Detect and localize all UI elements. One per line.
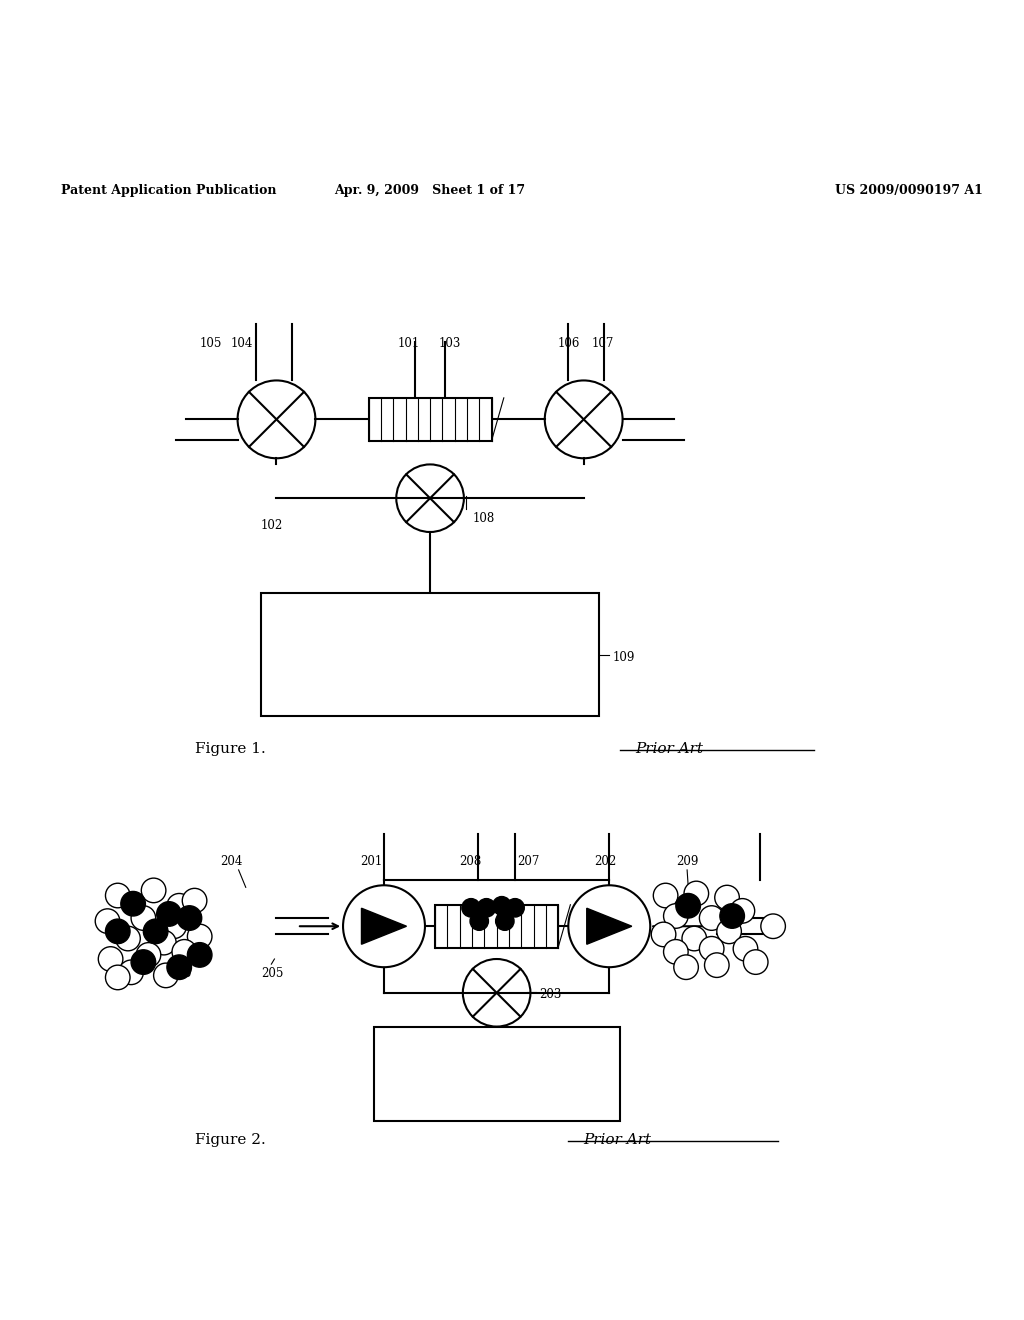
Text: Figure 2.: Figure 2.: [195, 1133, 265, 1147]
Circle shape: [167, 894, 191, 917]
Circle shape: [664, 940, 688, 964]
Circle shape: [676, 894, 700, 917]
Text: 102: 102: [261, 519, 284, 532]
Text: 105: 105: [200, 337, 222, 350]
Text: 205: 205: [261, 968, 284, 981]
Circle shape: [136, 942, 161, 968]
Circle shape: [761, 913, 785, 939]
Circle shape: [162, 913, 186, 939]
Circle shape: [141, 878, 166, 903]
Text: 204: 204: [220, 855, 243, 867]
Text: Prior Art: Prior Art: [584, 1133, 651, 1147]
Bar: [369, 397, 492, 441]
Circle shape: [682, 927, 707, 950]
Circle shape: [105, 965, 130, 990]
Circle shape: [470, 912, 488, 931]
Circle shape: [705, 953, 729, 977]
Circle shape: [187, 924, 212, 949]
Circle shape: [493, 896, 511, 915]
Circle shape: [95, 909, 120, 933]
Text: Prior Art: Prior Art: [635, 742, 702, 756]
Circle shape: [477, 899, 496, 917]
Text: US 2009/0090197 A1: US 2009/0090197 A1: [836, 183, 983, 197]
Polygon shape: [361, 908, 407, 944]
Circle shape: [343, 886, 425, 968]
Text: 101: 101: [397, 337, 420, 350]
Circle shape: [730, 899, 755, 923]
Circle shape: [154, 964, 178, 987]
Circle shape: [568, 886, 650, 968]
Circle shape: [131, 906, 156, 931]
Circle shape: [699, 906, 724, 931]
Text: 206: 206: [169, 968, 191, 981]
Circle shape: [733, 936, 758, 961]
Circle shape: [177, 906, 202, 931]
Text: 103: 103: [438, 337, 461, 350]
Circle shape: [715, 886, 739, 909]
Circle shape: [182, 888, 207, 913]
Circle shape: [131, 950, 156, 974]
Circle shape: [167, 954, 191, 979]
Text: Apr. 9, 2009   Sheet 1 of 17: Apr. 9, 2009 Sheet 1 of 17: [335, 183, 525, 197]
Text: 104: 104: [230, 337, 253, 350]
Text: Figure 1.: Figure 1.: [195, 742, 265, 756]
Circle shape: [143, 919, 168, 944]
Text: 106: 106: [558, 337, 581, 350]
Bar: [435, 904, 558, 948]
Circle shape: [674, 954, 698, 979]
Circle shape: [172, 940, 197, 964]
Text: 109: 109: [612, 652, 635, 664]
Text: 108: 108: [473, 512, 496, 524]
Circle shape: [743, 950, 768, 974]
Text: 201: 201: [360, 855, 383, 867]
Circle shape: [651, 923, 676, 946]
Text: 202: 202: [594, 855, 616, 867]
Text: 207: 207: [517, 855, 540, 867]
Polygon shape: [587, 908, 632, 944]
Circle shape: [105, 883, 130, 908]
Circle shape: [116, 927, 140, 950]
Circle shape: [496, 912, 514, 931]
Circle shape: [462, 899, 480, 917]
Bar: [261, 594, 599, 717]
Circle shape: [506, 899, 524, 917]
Circle shape: [699, 936, 724, 961]
Circle shape: [98, 946, 123, 972]
Text: 208: 208: [459, 855, 481, 867]
Text: 209: 209: [676, 855, 698, 867]
Circle shape: [121, 891, 145, 916]
Circle shape: [684, 882, 709, 906]
Circle shape: [664, 904, 688, 928]
Text: 203: 203: [540, 989, 562, 1002]
Circle shape: [119, 960, 143, 985]
Circle shape: [187, 942, 212, 968]
Circle shape: [717, 919, 741, 944]
Text: Patent Application Publication: Patent Application Publication: [61, 183, 276, 197]
Circle shape: [653, 883, 678, 908]
Circle shape: [152, 931, 176, 954]
Text: 107: 107: [592, 337, 614, 350]
Circle shape: [720, 904, 744, 928]
Circle shape: [157, 902, 181, 927]
Bar: [374, 1027, 620, 1121]
Circle shape: [105, 919, 130, 944]
